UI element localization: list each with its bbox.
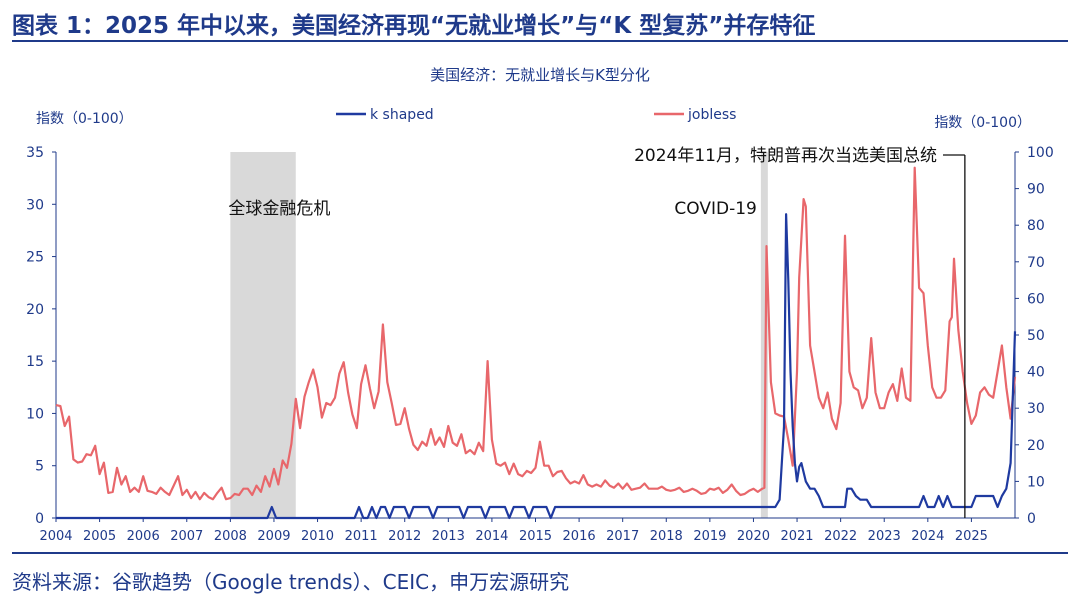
x-tick-label: 2022 [824,529,857,544]
left-tick-label: 5 [35,459,44,475]
shaded-label-covid: COVID-19 [674,199,756,219]
axes: 0510152025303501020304050607080901002004… [26,145,1054,544]
series-line-jobless [55,166,1017,501]
x-tick-label: 2017 [606,529,639,544]
source-note: 资料来源：谷歌趋势（Google trends）、CEIC，申万宏源研究 [12,570,570,594]
annotations: 全球金融危机 COVID-19 2024年11月，特朗普再次当选美国总统 [228,146,966,518]
report-header: 图表 1：2025 年中以来，美国经济再现“无就业增长”与“K 型复苏”并存特征 [0,0,1080,44]
left-tick-label: 35 [26,145,44,161]
left-tick-label: 0 [35,511,44,527]
left-tick-label: 25 [26,250,44,266]
shaded-period-1 [760,152,768,518]
header-divider [12,40,1068,42]
right-tick-label: 50 [1027,328,1045,344]
right-tick-label: 70 [1027,255,1045,271]
left-axis-label: 指数（0-100） [36,111,133,127]
x-tick-label: 2008 [214,529,247,544]
figure-title: 图表 1：2025 年中以来，美国经济再现“无就业增长”与“K 型复苏”并存特征 [12,13,816,39]
x-tick-label: 2025 [955,529,988,544]
left-tick-label: 20 [26,302,44,318]
annotation-election-text: 2024年11月，特朗普再次当选美国总统 [634,146,937,166]
x-tick-label: 2018 [650,529,683,544]
chart-title: 美国经济：无就业增长与K型分化 [430,66,650,84]
x-tick-label: 2024 [911,529,944,544]
x-tick-label: 2016 [563,529,596,544]
x-tick-label: 2006 [127,529,160,544]
right-tick-label: 100 [1027,145,1054,161]
right-tick-label: 20 [1027,438,1045,454]
x-tick-label: 2021 [780,529,813,544]
x-tick-label: 2009 [257,529,290,544]
right-axis-label: 指数（0-100） [934,115,1031,131]
x-tick-label: 2011 [345,529,378,544]
footer-divider [12,552,1068,554]
x-tick-label: 2014 [475,529,508,544]
x-tick-label: 2013 [432,529,465,544]
series-lines [55,166,1017,520]
right-tick-label: 30 [1027,401,1045,417]
right-tick-label: 80 [1027,218,1045,234]
right-tick-label: 60 [1027,291,1045,307]
x-tick-label: 2004 [39,529,72,544]
left-tick-label: 30 [26,197,44,213]
right-tick-label: 90 [1027,182,1045,198]
legend-k-shaped-label: k shaped [370,107,434,123]
x-tick-label: 2010 [301,529,334,544]
right-tick-label: 40 [1027,365,1045,381]
line-chart: 美国经济：无就业增长与K型分化 指数（0-100） 指数（0-100） k sh… [26,66,1054,544]
shaded-period-0 [230,152,296,518]
shaded-periods [230,152,768,518]
series-line-k-shaped [56,213,1017,520]
x-tick-label: 2020 [737,529,770,544]
x-tick-label: 2007 [170,529,203,544]
x-tick-label: 2012 [388,529,421,544]
x-tick-label: 2015 [519,529,552,544]
legend: k shaped jobless [336,107,736,123]
left-tick-label: 15 [26,354,44,370]
right-tick-label: 0 [1027,511,1036,527]
left-tick-label: 10 [26,406,44,422]
legend-jobless-label: jobless [687,107,736,123]
x-tick-label: 2019 [693,529,726,544]
x-tick-label: 2005 [83,529,116,544]
right-tick-label: 10 [1027,474,1045,490]
shaded-label-financial-crisis: 全球金融危机 [228,199,330,219]
x-tick-label: 2023 [868,529,901,544]
